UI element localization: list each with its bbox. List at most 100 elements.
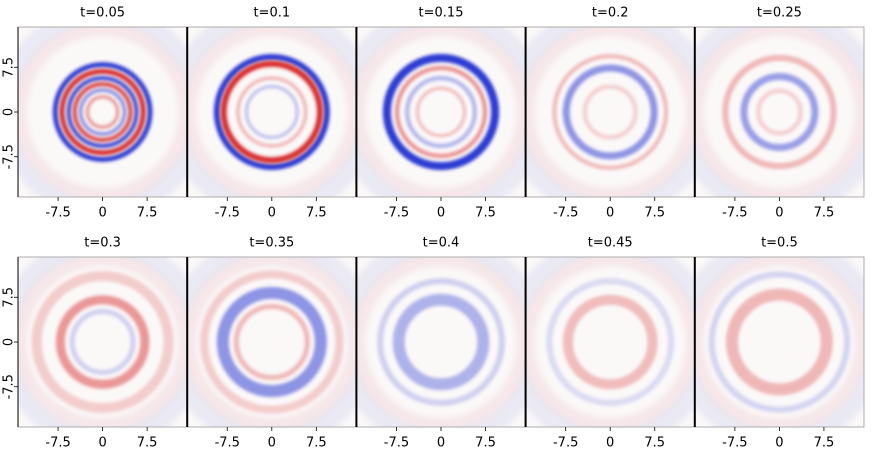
panel: t=0.3 -7.5 0 7.5 -7.5 0 7.5 — [2, 236, 188, 449]
y-tick-label: -7.5 — [2, 374, 17, 399]
panel-title: t=0.45 — [588, 236, 633, 251]
heatmap-field — [18, 257, 188, 427]
field-haze — [18, 257, 188, 427]
panel-title: t=0.35 — [249, 236, 294, 251]
y-tick-label: 0 — [2, 108, 17, 116]
panel: t=0.05 -7.5 0 7.5 -7.5 0 7.5 — [2, 6, 188, 221]
x-tick-label: -7.5 — [215, 436, 240, 449]
ring — [233, 303, 310, 381]
x-tick-label: 0 — [98, 206, 106, 221]
heatmap-field — [694, 257, 864, 427]
ring — [52, 62, 153, 162]
ring — [31, 271, 174, 413]
ring — [392, 293, 490, 391]
x-tick-label: 0 — [437, 436, 445, 449]
ring — [395, 66, 487, 158]
heatmap-field — [525, 27, 695, 197]
ring — [220, 60, 324, 164]
x-tick-label: 7.5 — [644, 206, 665, 221]
field-haze — [694, 257, 864, 427]
heatmap-field — [356, 27, 526, 197]
heatmap-field — [18, 27, 188, 197]
ring — [213, 54, 330, 170]
ring — [200, 270, 344, 414]
ring — [377, 278, 505, 406]
heatmap-field — [187, 257, 357, 427]
y-tick-label: -7.5 — [2, 144, 17, 169]
x-tick-label: -7.5 — [45, 436, 70, 449]
x-tick-label: 0 — [437, 206, 445, 221]
panel-title: t=0.4 — [423, 236, 460, 251]
ring — [562, 64, 658, 160]
x-tick-label: 0 — [775, 436, 783, 449]
panel-title: t=0.1 — [253, 6, 290, 21]
ring — [85, 95, 120, 129]
ring — [55, 295, 150, 389]
field-haze — [356, 257, 526, 427]
x-tick-label: -7.5 — [722, 206, 747, 221]
x-tick-label: 0 — [268, 206, 276, 221]
heatmap-field — [694, 27, 864, 197]
x-tick-label: 7.5 — [137, 436, 158, 449]
ring — [562, 294, 658, 390]
field-haze — [356, 27, 526, 197]
ring — [216, 286, 327, 398]
field-haze — [694, 27, 864, 197]
panel-title: t=0.2 — [592, 6, 629, 21]
ring — [79, 88, 127, 136]
x-tick-label: 0 — [606, 206, 614, 221]
panel: t=0.4 -7.5 0 7.5 — [355, 236, 526, 449]
y-tick-label: 7.5 — [2, 287, 17, 308]
ring — [69, 309, 136, 375]
ring — [415, 86, 467, 138]
x-tick-label: -7.5 — [384, 436, 409, 449]
field-haze — [187, 257, 357, 427]
field-haze — [18, 27, 188, 197]
x-tick-label: 7.5 — [137, 206, 158, 221]
x-tick-label: 7.5 — [306, 206, 327, 221]
x-tick-label: 0 — [775, 206, 783, 221]
ring — [546, 278, 675, 406]
ring — [582, 84, 638, 140]
ring — [244, 85, 299, 139]
x-tick-label: 0 — [268, 436, 276, 449]
ring — [236, 76, 308, 148]
field-haze — [525, 257, 695, 427]
panel-title: t=0.15 — [419, 6, 464, 21]
heatmap-field — [525, 257, 695, 427]
x-tick-label: -7.5 — [384, 206, 409, 221]
x-tick-label: 0 — [606, 436, 614, 449]
y-tick-label: 0 — [2, 338, 17, 346]
ring — [552, 54, 669, 170]
ring — [66, 76, 139, 148]
panel: t=0.25 -7.5 0 7.5 — [693, 6, 865, 221]
ring — [59, 68, 146, 156]
ring — [756, 88, 803, 136]
panel-title: t=0.5 — [761, 236, 798, 251]
panel: t=0.5 -7.5 0 7.5 — [693, 236, 865, 449]
ring — [726, 288, 833, 396]
field-haze — [187, 27, 357, 197]
x-tick-label: -7.5 — [722, 436, 747, 449]
panel: t=0.15 -7.5 0 7.5 — [355, 6, 526, 221]
x-tick-label: -7.5 — [45, 206, 70, 221]
x-tick-label: -7.5 — [215, 206, 240, 221]
ring — [382, 53, 500, 171]
panel: t=0.2 -7.5 0 7.5 — [524, 6, 696, 221]
x-tick-label: -7.5 — [553, 206, 578, 221]
x-tick-label: -7.5 — [553, 436, 578, 449]
heatmap-field — [187, 27, 357, 197]
x-tick-label: 7.5 — [814, 206, 835, 221]
x-tick-label: 7.5 — [814, 436, 835, 449]
y-tick-label: 7.5 — [2, 57, 17, 78]
ring — [405, 76, 477, 148]
ring — [72, 82, 133, 142]
panel: t=0.45 -7.5 0 7.5 — [524, 236, 696, 449]
x-tick-label: 7.5 — [475, 206, 496, 221]
x-tick-label: 7.5 — [475, 436, 496, 449]
panel-title: t=0.25 — [757, 6, 802, 21]
ring — [740, 72, 819, 152]
x-tick-label: 7.5 — [306, 436, 327, 449]
x-tick-label: 7.5 — [644, 436, 665, 449]
